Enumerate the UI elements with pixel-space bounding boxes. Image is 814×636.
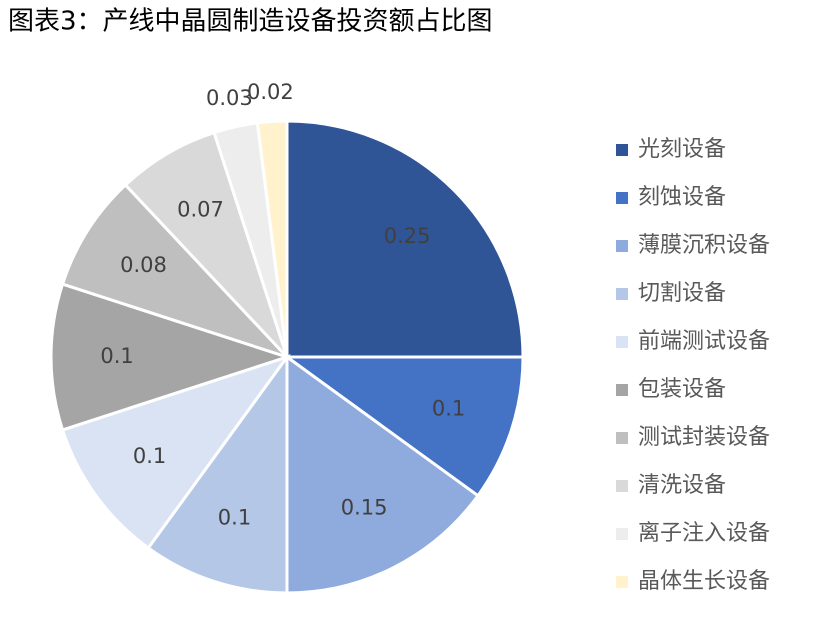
data-label: 0.1 <box>100 344 133 368</box>
legend-swatch <box>616 384 628 396</box>
legend-swatch <box>616 576 628 588</box>
legend-swatch <box>616 336 628 348</box>
pie-slice <box>60 354 291 551</box>
pie-slice <box>49 282 292 432</box>
legend-swatch <box>616 144 628 156</box>
legend-label: 离子注入设备 <box>638 521 770 546</box>
data-label: 0.15 <box>341 495 388 519</box>
legend-label: 光刻设备 <box>638 137 726 162</box>
legend-label: 刻蚀设备 <box>638 185 726 210</box>
data-label: 0.1 <box>133 444 166 468</box>
pie-slice <box>146 352 289 595</box>
legend-swatch <box>616 432 628 444</box>
legend-swatch <box>616 240 628 252</box>
data-label: 0.08 <box>120 253 167 277</box>
legend-label: 切割设备 <box>638 281 726 306</box>
legend-swatch <box>616 288 628 300</box>
legend-label: 包装设备 <box>638 377 726 402</box>
pie-slice <box>255 119 289 358</box>
legend-swatch <box>616 480 628 492</box>
data-label: 0.1 <box>218 506 251 530</box>
pie-slice <box>123 130 289 359</box>
data-label: 0.03 <box>206 86 253 110</box>
chart-title: 图表3：产线中晶圆制造设备投资额占比图 <box>8 7 493 37</box>
data-label: 0.25 <box>384 224 431 248</box>
legend-label: 薄膜沉积设备 <box>638 233 770 258</box>
pie-slice <box>285 119 525 359</box>
legend-swatch <box>616 528 628 540</box>
legend-label: 清洗设备 <box>638 473 726 498</box>
data-label: 0.02 <box>247 80 294 104</box>
pie-slice <box>282 355 525 498</box>
legend-label: 前端测试设备 <box>638 329 770 354</box>
legend-label: 测试封装设备 <box>638 425 770 450</box>
data-label: 0.1 <box>432 397 465 421</box>
data-label: 0.07 <box>177 198 224 222</box>
legend-swatch <box>616 192 628 204</box>
legend-label: 晶体生长设备 <box>638 569 770 594</box>
pie-slice <box>285 354 481 595</box>
pie-slice <box>60 182 289 359</box>
